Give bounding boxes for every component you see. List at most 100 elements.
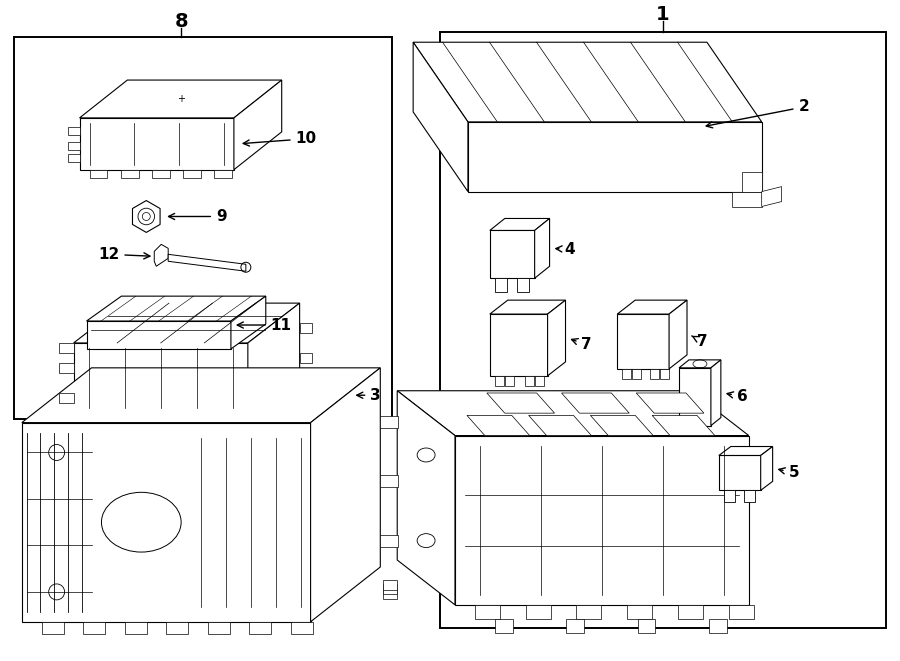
Bar	[83, 622, 105, 634]
Polygon shape	[86, 296, 266, 321]
Bar	[68, 142, 79, 150]
Polygon shape	[487, 393, 554, 413]
Text: 7: 7	[572, 337, 592, 352]
Text: 5: 5	[778, 465, 799, 481]
Polygon shape	[719, 455, 760, 490]
Bar	[660, 369, 669, 379]
Bar	[495, 278, 507, 292]
Polygon shape	[617, 300, 687, 314]
Bar	[678, 605, 703, 619]
Polygon shape	[231, 296, 266, 349]
Bar	[214, 170, 232, 178]
Bar	[526, 605, 551, 619]
Polygon shape	[711, 360, 721, 426]
Polygon shape	[132, 200, 160, 233]
Bar	[125, 622, 147, 634]
Bar	[183, 170, 201, 178]
Polygon shape	[490, 300, 565, 314]
Text: 12: 12	[98, 247, 150, 262]
Polygon shape	[455, 436, 749, 605]
Polygon shape	[761, 186, 781, 206]
Polygon shape	[679, 368, 711, 426]
Bar	[383, 580, 397, 590]
Bar	[14, 37, 392, 418]
Bar	[525, 376, 534, 386]
Bar	[381, 535, 398, 547]
Bar	[566, 619, 584, 633]
Bar	[505, 376, 514, 386]
Polygon shape	[490, 231, 535, 278]
Bar	[291, 622, 312, 634]
Polygon shape	[22, 422, 310, 622]
Bar	[632, 369, 641, 379]
Polygon shape	[562, 393, 629, 413]
Polygon shape	[679, 360, 721, 368]
Text: 1: 1	[656, 5, 670, 24]
Bar	[381, 416, 398, 428]
Polygon shape	[617, 314, 669, 369]
Polygon shape	[79, 80, 282, 118]
Bar	[41, 622, 64, 634]
Polygon shape	[490, 219, 550, 231]
Polygon shape	[719, 447, 772, 455]
Polygon shape	[732, 192, 761, 206]
Polygon shape	[468, 122, 761, 192]
Polygon shape	[154, 245, 168, 266]
Polygon shape	[310, 368, 381, 622]
Polygon shape	[535, 219, 550, 278]
Polygon shape	[547, 300, 565, 376]
Polygon shape	[397, 391, 749, 436]
Bar	[495, 619, 513, 633]
Polygon shape	[413, 42, 468, 192]
Bar	[475, 605, 500, 619]
Bar	[208, 622, 230, 634]
Text: 6: 6	[727, 389, 748, 405]
Bar	[495, 376, 504, 386]
Polygon shape	[22, 368, 381, 422]
Polygon shape	[397, 391, 455, 605]
Bar	[622, 369, 631, 379]
Polygon shape	[413, 42, 761, 122]
Bar	[68, 127, 79, 135]
Bar	[249, 622, 271, 634]
Bar	[709, 619, 727, 633]
Text: 9: 9	[168, 209, 227, 224]
Polygon shape	[74, 343, 248, 412]
Text: 4: 4	[556, 242, 575, 257]
Text: 7: 7	[692, 334, 707, 349]
Bar	[300, 353, 311, 363]
Bar	[627, 605, 652, 619]
Bar	[729, 605, 753, 619]
Polygon shape	[636, 393, 704, 413]
Polygon shape	[590, 415, 653, 436]
Polygon shape	[168, 254, 246, 271]
Bar	[383, 588, 397, 598]
Text: +: +	[176, 94, 184, 104]
Bar	[121, 170, 139, 178]
Text: 10: 10	[243, 132, 317, 146]
Polygon shape	[669, 300, 687, 369]
Bar	[517, 278, 528, 292]
Text: 2: 2	[706, 99, 809, 128]
Polygon shape	[760, 447, 772, 490]
Polygon shape	[234, 80, 282, 170]
Bar	[58, 343, 74, 353]
Text: 11: 11	[238, 317, 292, 332]
Polygon shape	[79, 118, 234, 170]
Text: 8: 8	[175, 12, 188, 31]
Bar	[650, 369, 659, 379]
Bar	[58, 393, 74, 403]
Bar	[68, 154, 79, 162]
Bar	[440, 32, 886, 628]
Bar	[743, 490, 755, 502]
Bar	[89, 170, 107, 178]
Polygon shape	[652, 415, 715, 436]
Polygon shape	[467, 415, 530, 436]
Polygon shape	[528, 415, 591, 436]
Bar	[535, 376, 544, 386]
Bar	[381, 475, 398, 487]
Polygon shape	[86, 321, 231, 349]
Bar	[577, 605, 601, 619]
Bar	[58, 363, 74, 373]
Polygon shape	[248, 303, 300, 412]
